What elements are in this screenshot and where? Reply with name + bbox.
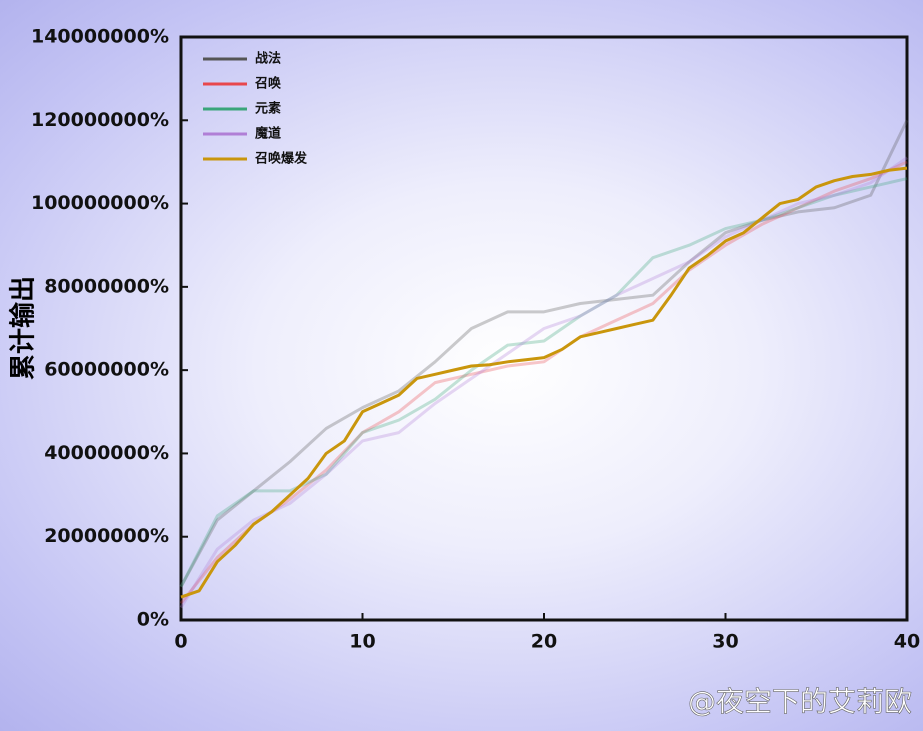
x-tick-label: 10 xyxy=(349,631,375,653)
legend-label: 召唤 xyxy=(255,76,282,92)
legend-label: 魔道 xyxy=(255,126,281,142)
x-tick-label: 0 xyxy=(174,631,187,653)
series-line xyxy=(179,160,908,605)
x-tick-label: 20 xyxy=(531,631,557,653)
legend-label: 元素 xyxy=(255,101,281,117)
legend-label: 召唤爆发 xyxy=(255,151,308,167)
y-tick-label: 60000000% xyxy=(44,359,169,381)
y-tick-label: 120000000% xyxy=(31,109,169,131)
series-line xyxy=(180,166,908,599)
y-tick-label: 140000000% xyxy=(31,26,169,48)
y-tick-label: 0% xyxy=(137,609,169,631)
y-tick-label: 20000000% xyxy=(44,525,169,547)
watermark: @夜空下的艾莉欧 xyxy=(688,685,912,718)
x-tick-label: 30 xyxy=(712,631,738,653)
series-line xyxy=(179,119,909,588)
series-line xyxy=(179,156,908,609)
series-line xyxy=(179,177,908,588)
legend-label: 战法 xyxy=(255,51,281,67)
y-tick-label: 80000000% xyxy=(44,275,169,297)
y-tick-label: 100000000% xyxy=(31,192,169,214)
y-axis-label: 累计输出 xyxy=(8,276,39,380)
y-tick-label: 40000000% xyxy=(44,442,169,464)
x-tick-label: 40 xyxy=(894,631,920,653)
